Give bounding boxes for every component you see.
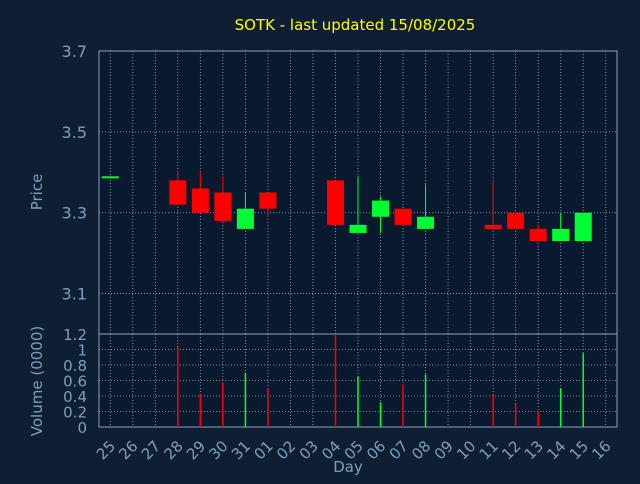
volume-bar	[357, 376, 359, 427]
price-candle	[372, 196, 390, 233]
candle-body	[236, 208, 254, 229]
volume-bar	[582, 353, 584, 427]
volume-bar	[537, 411, 539, 427]
volume-tick-label: 0.6	[63, 373, 87, 391]
volume-tick-label: 0.4	[63, 388, 87, 406]
volume-bar	[334, 334, 337, 427]
price-panel: 3.1 3.3 3.5 3.7	[62, 42, 618, 335]
candle-body	[417, 216, 435, 229]
price-candle	[349, 176, 367, 233]
volume-tick-label: 0	[77, 419, 87, 437]
volume-bar	[177, 345, 179, 427]
price-candle	[214, 176, 232, 221]
price-candle	[574, 212, 592, 242]
chart-title: SOTK - last updated 15/08/2025	[235, 16, 476, 34]
candle-body	[552, 228, 570, 242]
price-candle	[101, 176, 119, 179]
volume-bar	[514, 403, 517, 427]
price-axis-label: Price	[28, 174, 46, 211]
volume-bar	[492, 394, 494, 427]
volume-bar	[424, 374, 427, 427]
candle-body	[326, 180, 344, 225]
candle-body	[214, 192, 232, 221]
volume-bar	[244, 372, 247, 427]
volume-axis-label: Volume (0000)	[28, 326, 46, 436]
volume-bar	[379, 402, 382, 427]
price-tick-label: 3.3	[62, 204, 87, 223]
volume-bar	[222, 382, 224, 427]
price-tick-label: 3.5	[62, 123, 87, 142]
candle-body	[507, 212, 525, 229]
price-tick-label: 3.7	[62, 42, 87, 61]
volume-bar	[402, 384, 404, 427]
volume-bar	[267, 388, 269, 427]
price-candle	[484, 180, 502, 229]
price-candle	[169, 172, 187, 205]
price-tick-label: 3.1	[62, 285, 87, 304]
volume-bar	[559, 388, 562, 427]
candle-body	[529, 228, 547, 242]
candle-body	[169, 180, 187, 205]
volume-tick-label: 1	[77, 342, 87, 360]
price-candle	[417, 184, 435, 229]
price-candle	[507, 212, 525, 229]
volume-tick-label: 0.8	[63, 357, 87, 375]
candle-body	[259, 192, 277, 209]
price-candle	[394, 208, 412, 225]
volume-tick-label: 0.2	[63, 404, 87, 422]
volume-bar	[199, 394, 202, 427]
candle-body	[349, 224, 367, 233]
candle-body	[574, 212, 592, 242]
price-candle	[259, 192, 277, 217]
volume-tick-label: 1.2	[63, 326, 87, 344]
price-candle	[326, 180, 344, 225]
price-candle	[191, 172, 209, 213]
candle-body	[101, 176, 119, 179]
price-candle	[552, 212, 570, 242]
candle-body	[191, 188, 209, 213]
candle-body	[372, 200, 390, 217]
candle-body	[394, 208, 412, 225]
price-candle	[236, 192, 254, 229]
candle-body	[484, 224, 502, 229]
x-axis-label: Day	[333, 458, 363, 476]
price-candle	[529, 224, 547, 242]
